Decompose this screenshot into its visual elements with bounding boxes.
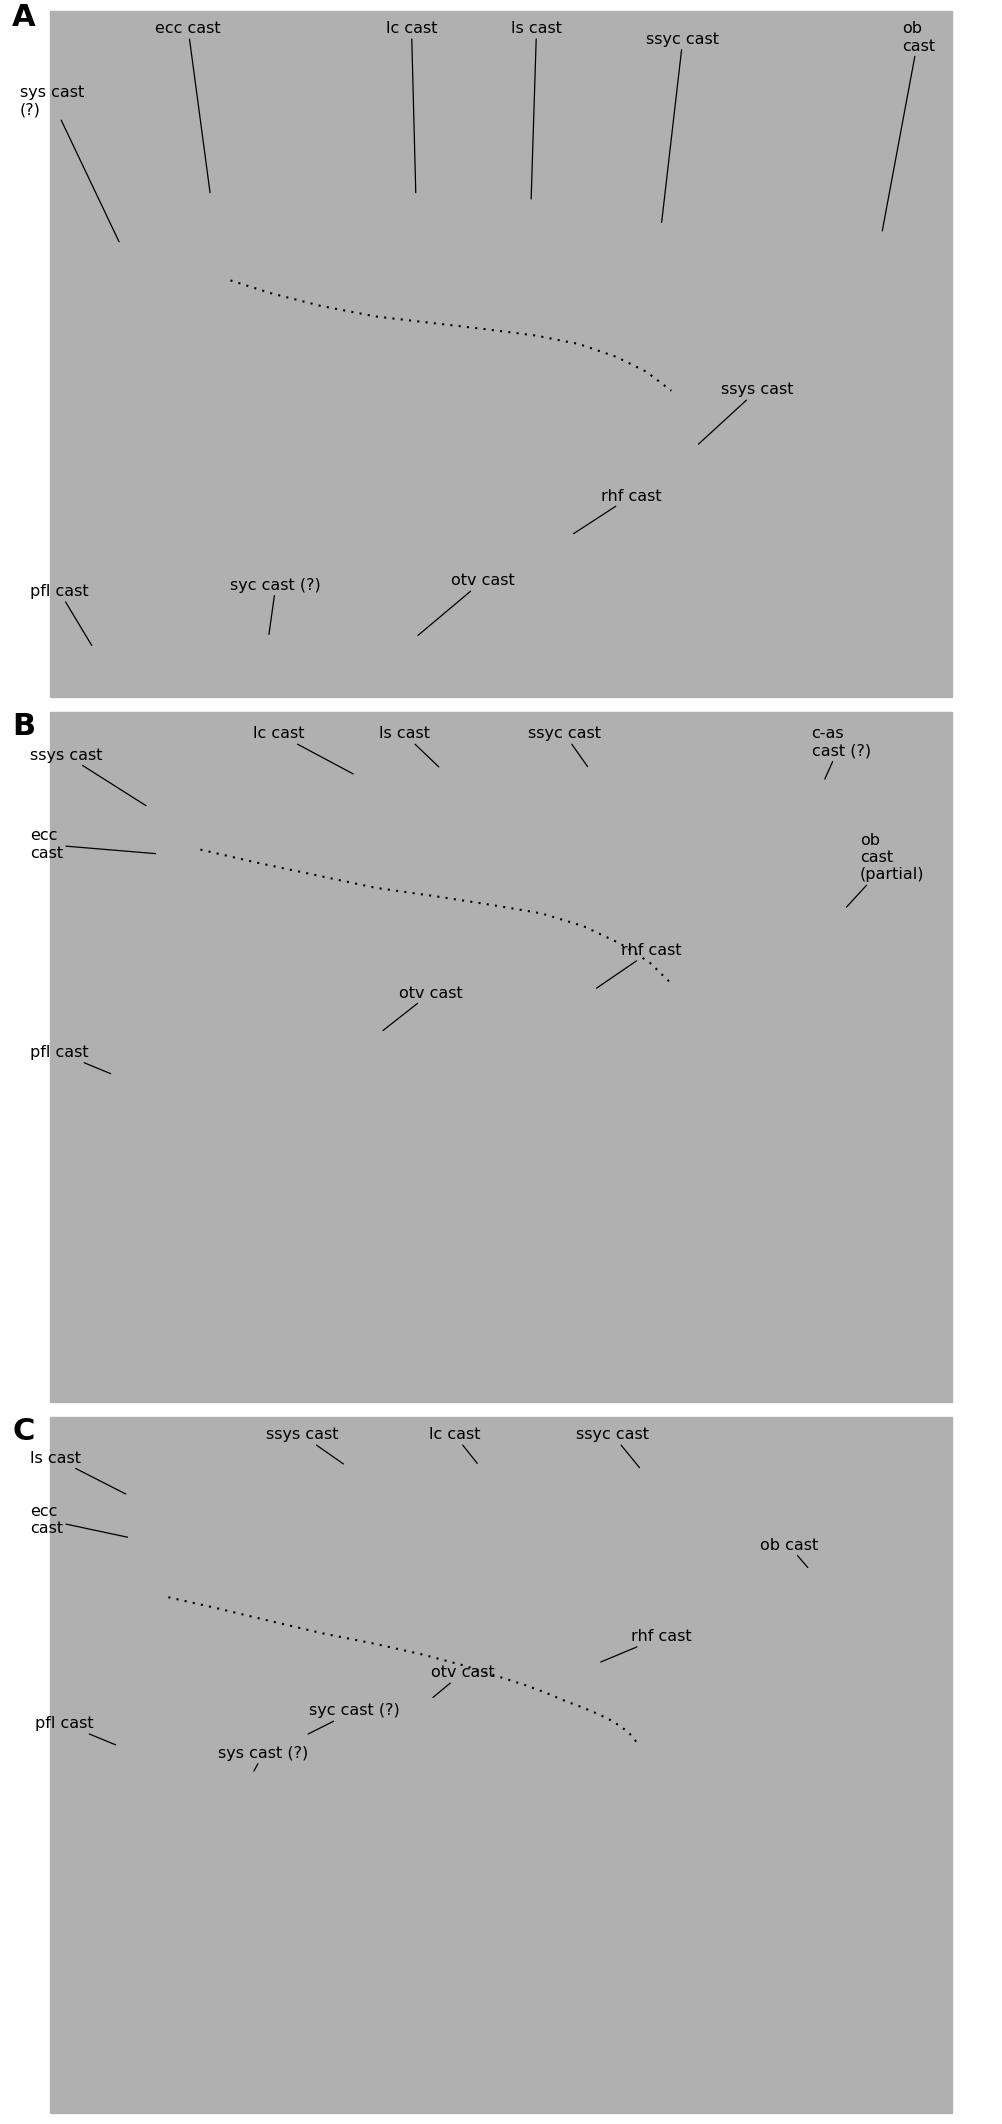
Text: ob cast: ob cast	[760, 1538, 818, 1568]
Text: ssys cast: ssys cast	[698, 382, 794, 444]
Text: pfl cast: pfl cast	[30, 584, 92, 646]
Bar	[50, 11, 952, 697]
Text: ssyc cast: ssyc cast	[646, 32, 719, 223]
Text: ecc
cast: ecc cast	[30, 828, 155, 860]
Text: C: C	[12, 1417, 34, 1446]
Text: ssys cast: ssys cast	[266, 1427, 344, 1463]
Text: otv cast: otv cast	[383, 986, 463, 1030]
Text: otv cast: otv cast	[431, 1665, 495, 1697]
Text: lc cast: lc cast	[386, 21, 437, 193]
Text: rhf cast: rhf cast	[573, 489, 662, 533]
Text: ls cast: ls cast	[511, 21, 562, 200]
Text: ecc
cast: ecc cast	[30, 1504, 127, 1538]
Text: syc cast (?): syc cast (?)	[230, 578, 322, 635]
Text: ob
cast
(partial): ob cast (partial)	[847, 833, 924, 907]
Text: lc cast: lc cast	[253, 726, 354, 773]
Text: ls cast: ls cast	[379, 726, 439, 767]
Text: ssyc cast: ssyc cast	[528, 726, 601, 767]
Text: lc cast: lc cast	[429, 1427, 480, 1463]
Text: ssys cast: ssys cast	[30, 748, 146, 805]
Bar	[50, 712, 952, 1402]
Text: rhf cast: rhf cast	[601, 1629, 692, 1661]
Text: c-as
cast (?): c-as cast (?)	[812, 726, 871, 780]
Bar	[50, 1417, 952, 2113]
Text: sys cast (?): sys cast (?)	[218, 1746, 309, 1771]
Text: pfl cast: pfl cast	[35, 1716, 115, 1746]
Text: ob
cast: ob cast	[883, 21, 935, 232]
Text: ssyc cast: ssyc cast	[576, 1427, 649, 1468]
Text: sys cast
(?): sys cast (?)	[20, 85, 119, 242]
Text: ecc cast: ecc cast	[155, 21, 220, 193]
Text: syc cast (?): syc cast (?)	[308, 1703, 400, 1733]
Text: rhf cast: rhf cast	[596, 943, 682, 988]
Text: A: A	[12, 2, 36, 32]
Text: pfl cast: pfl cast	[30, 1045, 110, 1075]
Text: B: B	[12, 712, 35, 741]
Text: ls cast: ls cast	[30, 1451, 126, 1493]
Text: otv cast: otv cast	[418, 573, 515, 635]
